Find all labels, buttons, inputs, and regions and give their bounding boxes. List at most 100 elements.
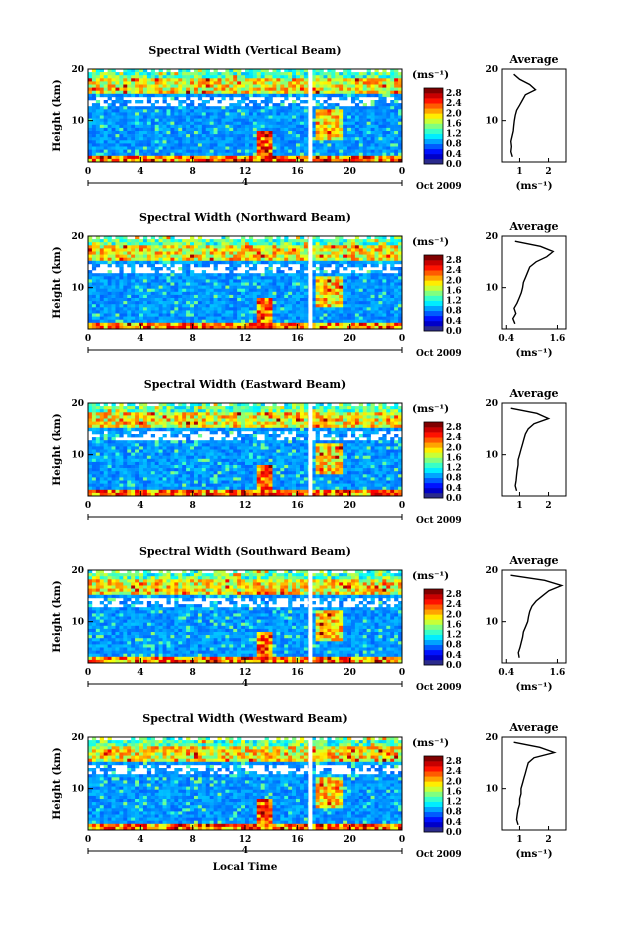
heatmap-cell bbox=[347, 75, 352, 79]
heatmap-cell bbox=[95, 492, 101, 497]
heatmap-cell bbox=[303, 285, 309, 289]
heatmap-cell bbox=[370, 282, 375, 286]
heatmap-cell bbox=[174, 325, 179, 330]
heatmap-cell bbox=[358, 298, 364, 302]
heatmap-cell bbox=[288, 322, 293, 327]
heatmap-cell bbox=[311, 270, 316, 274]
heatmap-cell bbox=[158, 322, 163, 327]
heatmap-cell bbox=[264, 90, 269, 95]
heatmap-cell bbox=[91, 254, 97, 258]
heatmap-cell bbox=[162, 75, 167, 79]
heatmap-cell bbox=[296, 78, 301, 82]
heatmap-cell bbox=[370, 325, 375, 330]
heatmap-cell bbox=[115, 245, 120, 249]
heatmap-cell bbox=[245, 276, 250, 280]
heatmap-cell bbox=[366, 288, 371, 293]
heatmap-cell bbox=[366, 325, 371, 330]
heatmap-cell bbox=[303, 143, 309, 147]
heatmap-cell bbox=[88, 415, 93, 419]
heatmap-cell bbox=[95, 100, 101, 104]
colorbar-tick-label: 0.0 bbox=[446, 160, 462, 170]
heatmap-cell bbox=[88, 294, 93, 299]
heatmap-cell bbox=[217, 322, 222, 327]
heatmap-cell bbox=[327, 322, 332, 327]
heatmap-cell bbox=[327, 131, 332, 135]
heatmap-cell bbox=[237, 260, 242, 265]
heatmap-cell bbox=[123, 468, 128, 472]
heatmap-cell bbox=[131, 131, 136, 135]
heatmap-cell bbox=[343, 158, 348, 163]
heatmap-cell bbox=[158, 78, 163, 82]
heatmap-cell bbox=[131, 251, 136, 255]
heatmap-cell bbox=[335, 310, 340, 314]
heatmap-cell bbox=[91, 140, 97, 144]
heatmap-cell bbox=[327, 127, 332, 132]
heatmap-cell bbox=[248, 288, 254, 293]
heatmap-cell bbox=[335, 72, 340, 76]
heatmap-cell bbox=[394, 313, 399, 317]
heatmap-cell bbox=[362, 325, 367, 330]
heatmap-cell bbox=[107, 69, 112, 73]
heatmap-cell bbox=[264, 106, 269, 110]
heatmap-cell bbox=[119, 118, 124, 122]
heatmap-cell bbox=[213, 109, 218, 113]
heatmap-cell bbox=[111, 134, 116, 138]
heatmap-cell bbox=[111, 403, 116, 407]
heatmap-cell bbox=[135, 304, 140, 308]
heatmap-cell bbox=[311, 316, 316, 320]
heatmap-cell bbox=[139, 121, 144, 126]
heatmap-cell bbox=[174, 155, 179, 160]
heatmap-cell bbox=[276, 152, 281, 157]
heatmap-cell bbox=[95, 483, 101, 487]
heatmap-cell bbox=[162, 87, 167, 91]
heatmap-cell bbox=[260, 118, 265, 122]
colorbar-unit: (ms⁻¹) bbox=[412, 236, 449, 248]
heatmap-cell bbox=[139, 149, 144, 153]
heatmap-cell bbox=[319, 260, 324, 265]
heatmap-cell bbox=[229, 270, 234, 274]
heatmap-cell bbox=[111, 446, 116, 450]
heatmap-cell bbox=[264, 124, 269, 129]
heatmap-cell bbox=[394, 282, 399, 286]
heatmap-cell bbox=[197, 103, 203, 107]
heatmap-cell bbox=[245, 149, 250, 153]
heatmap-cell bbox=[139, 109, 144, 113]
heatmap-cell bbox=[99, 298, 104, 302]
heatmap-cell bbox=[131, 424, 136, 429]
heatmap-cell bbox=[264, 158, 269, 163]
heatmap-cell bbox=[170, 124, 175, 129]
heatmap-cell bbox=[115, 452, 120, 456]
colorbar-segment bbox=[424, 153, 443, 160]
heatmap-cell bbox=[209, 87, 214, 91]
heatmap-cell bbox=[88, 468, 93, 472]
heatmap-cell bbox=[127, 452, 132, 456]
heatmap-cell bbox=[123, 155, 128, 160]
heatmap-cell bbox=[378, 158, 383, 163]
heatmap-cell bbox=[382, 325, 387, 330]
heatmap-cell bbox=[323, 248, 328, 252]
heatmap-cell bbox=[362, 273, 367, 277]
heatmap-cell bbox=[193, 242, 199, 246]
heatmap bbox=[88, 69, 403, 163]
heatmap-cell bbox=[190, 152, 195, 157]
heatmap-cell bbox=[150, 137, 156, 141]
heatmap-cell bbox=[394, 322, 399, 327]
heatmap-cell bbox=[315, 316, 320, 320]
heatmap-cell bbox=[299, 319, 305, 324]
heatmap-cell bbox=[268, 263, 273, 268]
heatmap-cell bbox=[358, 78, 364, 82]
heatmap-cell bbox=[142, 304, 148, 308]
heatmap-cell bbox=[123, 415, 128, 419]
heatmap-cell bbox=[370, 263, 375, 268]
heatmap-cell bbox=[343, 131, 348, 135]
heatmap-cell bbox=[256, 69, 261, 73]
heatmap-cell bbox=[296, 276, 301, 280]
heatmap-cell bbox=[119, 81, 124, 85]
heatmap-cell bbox=[299, 282, 305, 286]
heatmap-cell bbox=[162, 248, 167, 252]
heatmap-cell bbox=[264, 304, 269, 308]
heatmap-cell bbox=[154, 276, 159, 280]
heatmap-cell bbox=[268, 301, 273, 305]
heatmap-cell bbox=[233, 140, 238, 144]
heatmap-cell bbox=[99, 480, 104, 484]
